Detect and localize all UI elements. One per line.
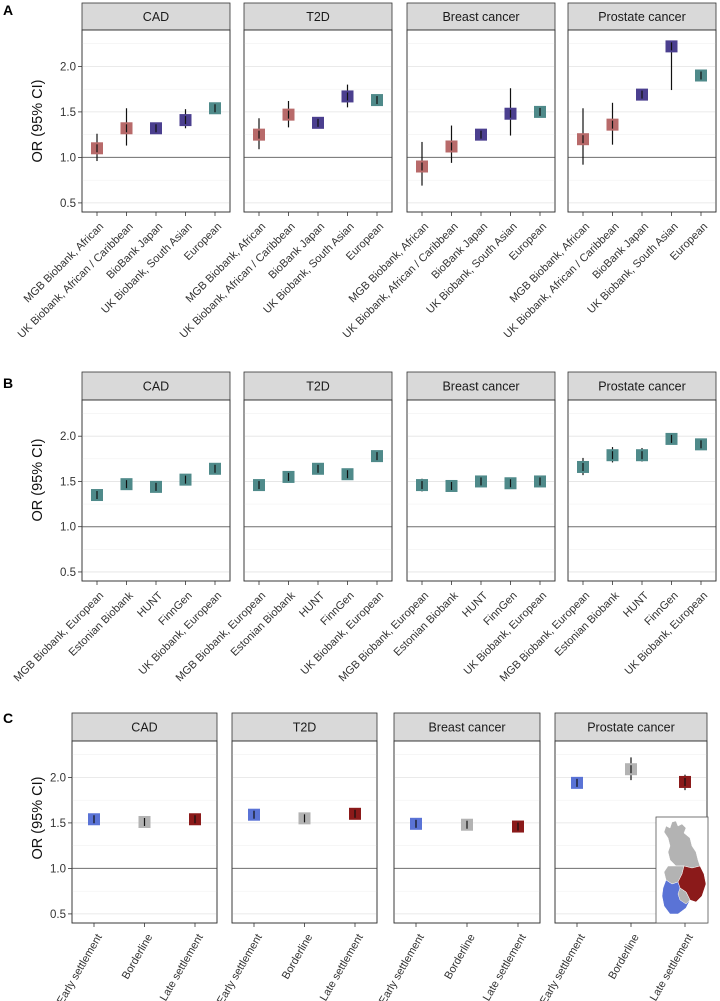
panel-strip	[81, 371, 231, 401]
y-tick-label: 2.0	[60, 431, 76, 443]
section-label-a: A	[3, 2, 13, 18]
y-tick-label: 1.5	[50, 818, 66, 830]
y-tick-label: 1.5	[60, 476, 76, 488]
panel-area	[243, 399, 393, 582]
x-tick-label: Borderline	[280, 932, 315, 981]
x-tick-label: UK Biobank, African / Caribbean	[502, 221, 622, 341]
y-tick-label: 2.0	[50, 772, 66, 784]
y-tick-label: 1.0	[60, 522, 76, 534]
panel-title: Prostate cancer	[587, 721, 675, 735]
y-tick-label: 1.5	[60, 107, 76, 119]
x-tick-label: UK Biobank, African / Caribbean	[16, 221, 136, 341]
panel-title: CAD	[143, 380, 169, 394]
panel-t2d: T2D Early settlement Borderline Late settle…	[215, 712, 378, 1001]
panel-title: Breast cancer	[442, 10, 519, 24]
panel-strip	[71, 712, 218, 742]
panel-title: T2D	[293, 721, 317, 735]
panel-strip	[81, 2, 231, 31]
panel-area	[406, 399, 556, 582]
panel-title: CAD	[143, 10, 169, 24]
x-tick-label: Early settlement	[55, 932, 105, 1001]
section-c-chart: 0.5 1.0 1.5 2.0 CAD Early settlement Borderlin…	[50, 712, 708, 1001]
finland-settlement-map	[655, 816, 709, 924]
panel-area	[567, 399, 717, 582]
y-tick-label: 1.0	[50, 863, 66, 875]
panel-strip	[554, 712, 708, 742]
y-tick-label: 0.5	[50, 909, 66, 921]
panel-area	[231, 740, 378, 924]
x-tick-label: Borderline	[442, 932, 477, 981]
panel-strip	[567, 371, 717, 401]
y-axis-title-b: OR (95% CI)	[30, 439, 46, 522]
panel-title: Breast cancer	[442, 380, 519, 394]
section-label-c: C	[3, 710, 13, 726]
panel-strip	[243, 371, 393, 401]
x-tick-label: Early settlement	[538, 932, 588, 1001]
panel-area	[567, 29, 717, 213]
x-tick-label: Early settlement	[215, 932, 265, 1001]
y-tick-label: 1.0	[60, 152, 76, 164]
map-region-early	[661, 879, 691, 915]
panel-title: Breast cancer	[428, 721, 505, 735]
panel-area	[71, 740, 218, 924]
panel-area	[406, 29, 556, 213]
y-tick-label: 2.0	[60, 61, 76, 73]
x-tick-label: Late settlement	[648, 932, 696, 1001]
panel-title: CAD	[131, 721, 157, 735]
x-tick-label: UK Biobank, African / Caribbean	[178, 221, 298, 341]
panel-breast-cancer: Breast cancer Early settlement Borderline L…	[377, 712, 541, 1001]
panel-title: T2D	[306, 10, 330, 24]
panel-cad: CAD Early settlement Borderline Late settle…	[55, 712, 218, 1001]
panel-strip	[243, 2, 393, 31]
x-tick-label: Early settlement	[377, 932, 427, 1001]
x-tick-label: Borderline	[606, 932, 641, 981]
panel-strip	[406, 371, 556, 401]
map-region-south-borderline	[677, 887, 691, 905]
panel-title: T2D	[306, 380, 330, 394]
y-tick-label: 0.5	[60, 198, 76, 210]
x-tick-label: Borderline	[120, 932, 155, 981]
panel-area	[81, 29, 231, 213]
x-tick-label: Late settlement	[481, 932, 529, 1001]
panel-title: Prostate cancer	[598, 380, 686, 394]
panel-title: Prostate cancer	[598, 10, 686, 24]
section-label-b: B	[3, 375, 13, 391]
y-tick-label: 0.5	[60, 567, 76, 579]
x-tick-label: Late settlement	[318, 932, 366, 1001]
y-axis-title-c: OR (95% CI)	[30, 777, 46, 860]
x-tick-label: Late settlement	[158, 932, 206, 1001]
panel-strip	[406, 2, 556, 31]
y-axis-title-a: OR (95% CI)	[30, 80, 46, 163]
